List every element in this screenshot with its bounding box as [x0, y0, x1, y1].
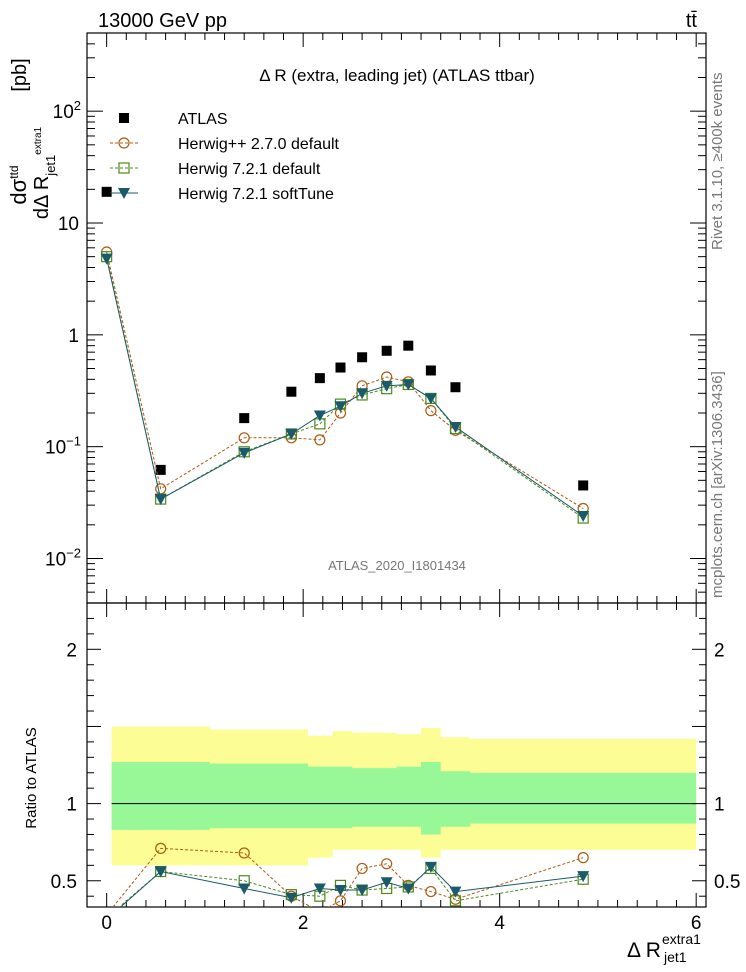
data-point [100, 253, 113, 265]
rivet-label: Rivet 3.1.10, ≥400k events [709, 72, 726, 250]
data-point [238, 447, 251, 459]
svg-text:jet1: jet1 [663, 949, 687, 965]
data-point [424, 393, 437, 405]
data-point [381, 858, 393, 870]
data-point [285, 428, 298, 440]
data-point [577, 871, 590, 883]
data-point [335, 362, 346, 373]
x-tick-label: 0 [101, 913, 112, 934]
y-tick-label: 10−2 [45, 545, 81, 570]
data-point [450, 382, 461, 393]
chart-title: Δ R (extra, leading jet) (ATLAS ttbar) [259, 66, 535, 85]
y-tick-label: 102 [53, 98, 81, 123]
data-point [356, 885, 369, 897]
svg-text:[pb]: [pb] [9, 58, 31, 91]
svg-text:extra1: extra1 [662, 931, 701, 947]
y-tick-label: 1 [68, 326, 79, 347]
data-point [238, 847, 250, 859]
ratio-y-tick-label-left: 1 [66, 795, 77, 816]
mcplots-label: mcplots.cern.ch [arXiv:1306.3436] [709, 371, 726, 598]
data-point [425, 405, 437, 417]
legend-label: Herwig 7.2.1 default [178, 161, 321, 178]
data-point [424, 861, 437, 873]
data-point [380, 877, 393, 889]
data-point [314, 434, 326, 446]
legend-marker [118, 162, 130, 174]
green-uncertainty-band [111, 761, 697, 835]
legend-label: Herwig 7.2.1 softTune [178, 186, 334, 203]
svg-text:dΔ Rjet1extra1: dΔ Rjet1extra1 [31, 126, 58, 219]
ratio-ylabel: Ratio to ATLAS [23, 727, 40, 828]
data-point [425, 365, 436, 376]
series-line [106, 256, 584, 519]
energy-label: 13000 GeV pp [98, 10, 227, 32]
svg-text:dσttd: dσttd [6, 165, 31, 204]
data-point [356, 862, 368, 875]
data-point [154, 866, 167, 878]
svg-text:Δ R: Δ R [627, 939, 661, 962]
data-point [380, 380, 393, 392]
data-point [155, 464, 166, 475]
main-panel: 10−2 10−1 1 10 102 [45, 32, 707, 604]
series-line [119, 866, 584, 907]
data-point [357, 352, 368, 363]
data-point [577, 852, 589, 864]
data-point [425, 885, 437, 898]
ratio-y-tick-label-left: 2 [66, 640, 77, 661]
data-point [155, 842, 167, 854]
series-line [112, 847, 584, 907]
x-tick-label: 2 [298, 913, 309, 934]
ratio-y-tick-label-left: 0.5 [51, 872, 77, 893]
data-point [356, 388, 369, 400]
legend-marker [118, 188, 130, 199]
ratio-y-tick-label-right: 0.5 [714, 872, 740, 893]
data-point [313, 883, 326, 895]
ratio-frame [86, 602, 707, 908]
data-point [238, 432, 250, 444]
data-point [239, 413, 250, 424]
data-point [334, 895, 347, 907]
y-tick-label: 10−1 [45, 434, 81, 459]
main-ylabel: dσttd dΔ Rjet1extra1 [pb] [6, 58, 58, 219]
data-point [238, 883, 251, 895]
legend-label: Herwig++ 2.7.0 default [178, 136, 340, 153]
ratio-y-tick-label-right: 2 [714, 640, 725, 661]
data-point [285, 892, 298, 904]
data-point [286, 386, 297, 397]
x-tick-label: 4 [494, 913, 505, 934]
data-point [449, 421, 462, 433]
data-point [381, 345, 392, 356]
data-point [313, 410, 326, 422]
data-point [334, 401, 347, 413]
ratio-panel: 0 2 4 6 0.5 0.5 1 1 2 2 [51, 602, 740, 934]
ratio-y-tick-label-right: 1 [714, 795, 725, 816]
series-line [106, 258, 584, 517]
process-label: tt̄ [686, 10, 698, 32]
legend-label: ATLAS [178, 111, 228, 128]
data-point [577, 510, 590, 522]
legend: ATLAS Herwig++ 2.7.0 default Herwig 7.2.1 … [110, 111, 340, 203]
series-line [118, 867, 584, 907]
data-point [402, 379, 415, 391]
data-point [334, 885, 347, 897]
data-point [314, 373, 325, 384]
data-point [578, 480, 589, 491]
y-tick-label: 10 [58, 214, 79, 235]
legend-marker [118, 137, 130, 149]
ratio-xlabel: Δ R jet1 extra1 [627, 931, 701, 965]
data-point [101, 186, 112, 197]
legend-marker [119, 113, 129, 123]
data-point [449, 886, 462, 898]
x-tick-label: 6 [691, 913, 702, 934]
data-point [403, 340, 414, 351]
watermark: ATLAS_2020_I1801434 [328, 558, 466, 573]
data-point [154, 494, 167, 506]
series-line [106, 251, 584, 509]
data-point [402, 883, 415, 895]
